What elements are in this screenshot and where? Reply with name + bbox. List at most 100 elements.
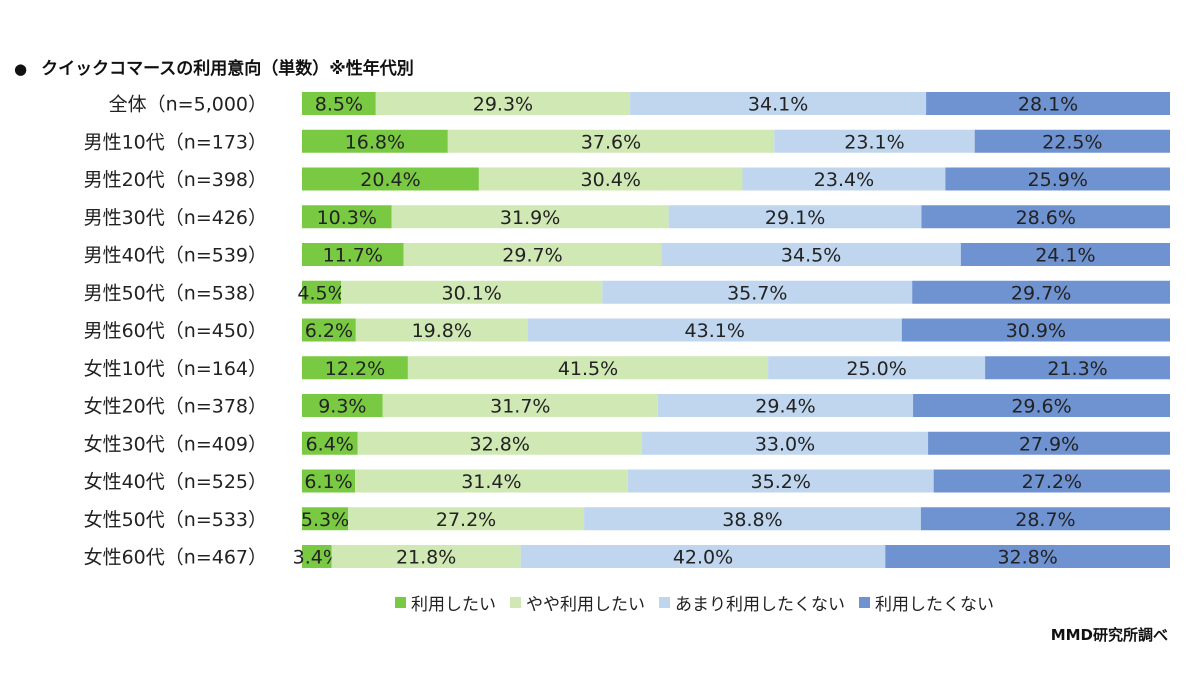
bar-segment (527, 318, 902, 342)
legend-item: 利用したい (395, 590, 496, 615)
bar-segment (447, 129, 775, 153)
category-label: 女性30代（n=409） (84, 433, 267, 455)
bar-segment (933, 469, 1170, 493)
bar-segment (974, 129, 1170, 153)
legend-item: あまり利用したくない (659, 590, 845, 615)
bar-segment (355, 469, 628, 493)
bar-segment (403, 243, 662, 266)
legend-label: やや利用したい (526, 595, 645, 615)
legend-swatch (859, 597, 870, 608)
data-label: 35.7% (727, 282, 787, 304)
category-label: 男性50代（n=538） (84, 282, 267, 304)
bar-segment (302, 280, 342, 304)
data-label: 3.4% (293, 547, 341, 569)
bar-segment (302, 318, 356, 342)
data-label: 38.8% (722, 509, 782, 531)
bar-segment (768, 356, 986, 380)
bar-segment (302, 167, 479, 191)
data-label: 32.8% (997, 547, 1057, 569)
bar-segment (302, 356, 408, 380)
bar-segment (945, 167, 1170, 191)
category-label: 男性10代（n=173） (84, 131, 267, 153)
category-label: 女性20代（n=378） (84, 396, 267, 418)
data-label: 9.3% (318, 396, 366, 418)
bar-segment (661, 243, 961, 266)
data-label: 31.9% (500, 207, 560, 229)
bar-segment (357, 431, 642, 455)
data-label: 41.5% (558, 358, 618, 380)
data-label: 29.6% (1011, 396, 1071, 418)
data-label: 33.0% (755, 433, 815, 455)
bar-segment (341, 280, 603, 304)
legend-item: 利用したくない (859, 590, 994, 615)
data-label: 27.2% (436, 509, 496, 531)
data-label: 31.7% (490, 396, 550, 418)
data-label: 43.1% (685, 320, 745, 342)
bar-segment (985, 356, 1170, 380)
data-label: 10.3% (317, 207, 377, 229)
data-label: 35.2% (751, 471, 811, 493)
data-label: 32.8% (470, 433, 530, 455)
legend-swatch (510, 597, 521, 608)
bar-segment (928, 431, 1170, 455)
bar-segment (926, 92, 1170, 115)
category-label: 男性60代（n=450） (84, 320, 267, 342)
bullet-icon: ● (14, 60, 28, 78)
data-label: 28.1% (1018, 94, 1078, 116)
category-label: 男性30代（n=426） (84, 207, 267, 229)
bar-segment (302, 243, 404, 266)
data-label: 28.6% (1016, 207, 1076, 229)
category-label: 女性60代（n=467） (84, 547, 267, 569)
bar-segment (627, 469, 934, 493)
data-label: 25.9% (1028, 169, 1088, 191)
data-label: 21.8% (396, 547, 456, 569)
data-label: 19.8% (412, 320, 472, 342)
data-label: 5.3% (301, 509, 349, 531)
bar-segment (912, 280, 1170, 304)
bar-segment (920, 507, 1170, 531)
data-label: 42.0% (673, 547, 733, 569)
bar-segment (921, 205, 1170, 229)
bar-segment (302, 431, 358, 455)
data-label: 34.1% (748, 94, 808, 116)
chart-legend: 利用したい やや利用したい あまり利用したくない 利用したくない (395, 590, 1008, 615)
data-label: 20.4% (360, 169, 420, 191)
legend-label: 利用したい (411, 595, 496, 615)
bar-segment (885, 545, 1170, 568)
chart-title: ● クイックコマースの利用意向（単数）※性年代別 (14, 54, 414, 79)
bar-segment (520, 545, 886, 568)
bar-segment (960, 243, 1170, 266)
bar-segment (382, 394, 658, 417)
bar-segment (901, 318, 1170, 342)
bar-segment (302, 469, 356, 493)
data-label: 21.3% (1047, 358, 1107, 380)
bar-segment (584, 507, 921, 531)
data-label: 30.9% (1006, 320, 1066, 342)
data-label: 22.5% (1042, 131, 1102, 153)
bar-segment (302, 507, 349, 531)
category-label: 男性40代（n=539） (84, 245, 267, 267)
legend-label: 利用したくない (875, 595, 994, 615)
data-label: 6.4% (306, 433, 354, 455)
data-label: 6.2% (305, 320, 353, 342)
data-label: 30.1% (442, 282, 502, 304)
bar-segment (331, 545, 521, 568)
bar-segment (602, 280, 913, 304)
data-label: 29.1% (765, 207, 825, 229)
legend-item: やや利用したい (510, 590, 645, 615)
data-label: 29.7% (502, 245, 562, 267)
legend-swatch (659, 597, 670, 608)
bar-segment (302, 129, 448, 153)
data-label: 12.2% (325, 358, 385, 380)
chart-title-text: クイックコマースの利用意向（単数）※性年代別 (41, 59, 414, 79)
bar-segment (913, 394, 1170, 417)
data-label: 4.5% (297, 282, 345, 304)
legend-label: あまり利用したくない (675, 595, 845, 615)
category-label: 女性50代（n=533） (84, 509, 267, 531)
category-label: 男性20代（n=398） (84, 169, 267, 191)
data-label: 27.9% (1019, 433, 1079, 455)
category-label: 女性10代（n=164） (84, 358, 267, 380)
data-label: 16.8% (345, 131, 405, 153)
bar-segment (355, 318, 528, 342)
